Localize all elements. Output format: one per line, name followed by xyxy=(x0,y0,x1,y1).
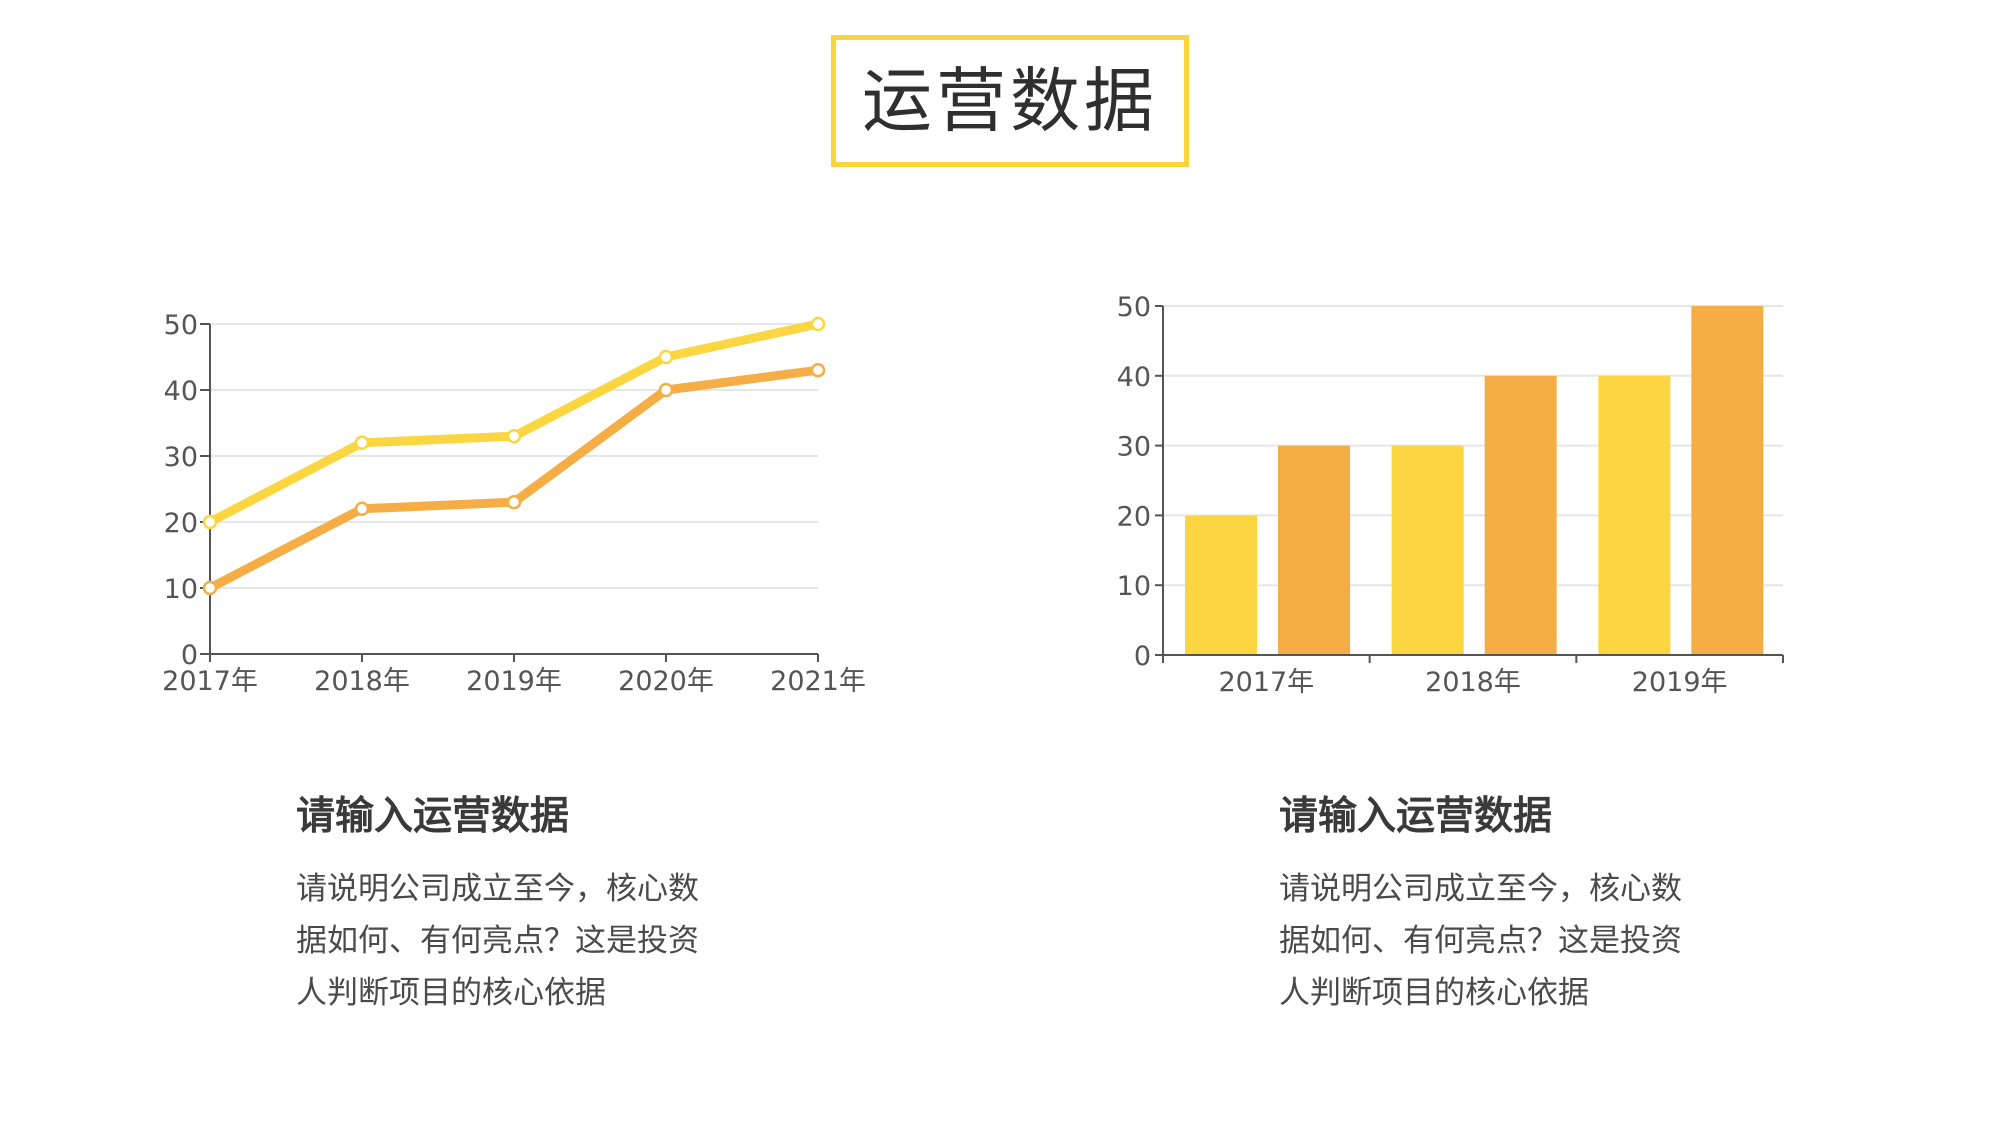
bar-2018年-series-1 xyxy=(1391,445,1464,655)
page-title-box: 运营数据 xyxy=(831,35,1189,167)
data-point xyxy=(354,435,370,451)
caption-left-line-1: 请说明公司成立至今，核心数 xyxy=(296,870,699,907)
caption-right: 请输入运营数据 请说明公司成立至今，核心数 据如何、有何亮点？这是投资 人判断项… xyxy=(1279,794,1799,1019)
caption-right-line-2: 据如何、有何亮点？这是投资 xyxy=(1279,922,1682,959)
y-tick-label: 10 xyxy=(164,574,198,605)
caption-right-line-3: 人判断项目的核心依据 xyxy=(1279,974,1589,1011)
x-tick-label: 2020年 xyxy=(618,666,714,697)
data-point xyxy=(658,382,674,398)
x-tick-label: 2019年 xyxy=(466,666,562,697)
data-point xyxy=(354,501,370,517)
caption-left-body: 请说明公司成立至今，核心数 据如何、有何亮点？这是投资 人判断项目的核心依据 xyxy=(296,863,816,1019)
page-title: 运营数据 xyxy=(862,60,1158,142)
caption-left-line-3: 人判断项目的核心依据 xyxy=(296,974,606,1011)
x-tick-label: 2019年 xyxy=(1632,667,1728,698)
y-tick-label: 20 xyxy=(1117,501,1151,532)
x-tick-label: 2017年 xyxy=(1218,667,1314,698)
caption-right-title: 请输入运营数据 xyxy=(1279,794,1553,839)
data-point xyxy=(506,494,522,510)
x-tick-label: 2021年 xyxy=(770,666,866,697)
caption-left-line-2: 据如何、有何亮点？这是投资 xyxy=(296,922,699,959)
caption-right-line-1: 请说明公司成立至今，核心数 xyxy=(1279,870,1682,907)
x-tick-label: 2018年 xyxy=(314,666,410,697)
bar-2018年-series-2 xyxy=(1484,375,1557,655)
data-point xyxy=(658,349,674,365)
y-tick-label: 0 xyxy=(1134,641,1151,672)
y-tick-label: 50 xyxy=(164,310,198,341)
data-point xyxy=(810,362,826,378)
data-point xyxy=(506,428,522,444)
y-tick-label: 20 xyxy=(164,508,198,539)
y-tick-label: 40 xyxy=(1117,362,1151,393)
bar-2017年-series-2 xyxy=(1278,445,1350,655)
caption-left: 请输入运营数据 请说明公司成立至今，核心数 据如何、有何亮点？这是投资 人判断项… xyxy=(296,794,816,1019)
y-tick-label: 40 xyxy=(164,376,198,407)
y-tick-label: 30 xyxy=(1117,432,1151,463)
y-tick-label: 0 xyxy=(181,640,198,671)
y-tick-label: 30 xyxy=(164,442,198,473)
x-tick-label: 2018年 xyxy=(1425,667,1521,698)
bar-2019年-series-1 xyxy=(1598,375,1671,655)
data-point xyxy=(202,514,218,530)
x-tick-label: 2017年 xyxy=(162,666,258,697)
caption-left-title: 请输入运营数据 xyxy=(296,794,570,839)
bar-2017年-series-1 xyxy=(1185,515,1257,655)
y-tick-label: 10 xyxy=(1117,571,1151,602)
data-point xyxy=(810,316,826,332)
y-tick-label: 50 xyxy=(1117,292,1151,323)
data-point xyxy=(202,580,218,596)
caption-right-body: 请说明公司成立至今，核心数 据如何、有何亮点？这是投资 人判断项目的核心依据 xyxy=(1279,863,1799,1019)
bar-2019年-series-2 xyxy=(1691,306,1764,655)
